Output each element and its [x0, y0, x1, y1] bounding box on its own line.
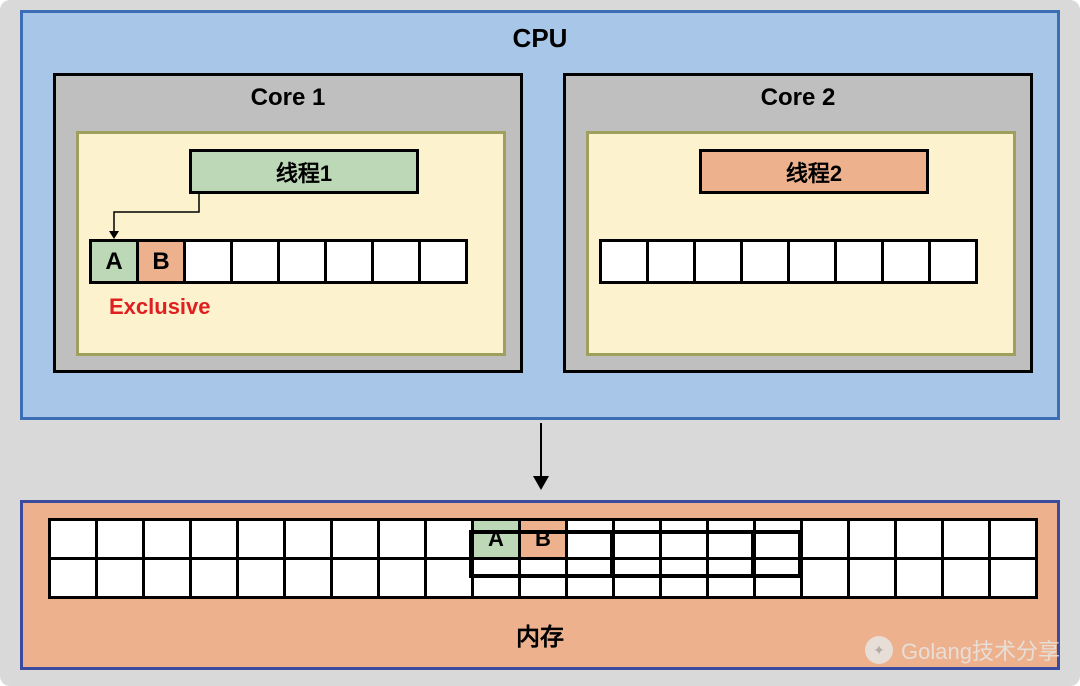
wechat-icon: ✦ [865, 636, 893, 664]
memory-cell [95, 518, 145, 560]
memory-cell [941, 518, 991, 560]
thread-2-box: 线程2 [699, 149, 929, 194]
core-1-status: Exclusive [109, 294, 211, 320]
memory-row-1 [48, 560, 1038, 599]
memory-cell [189, 557, 239, 599]
memory-row-0: AB [48, 518, 1038, 560]
memory-cell [142, 518, 192, 560]
memory-cell [847, 557, 897, 599]
memory-cell [236, 557, 286, 599]
core-1-cache: 线程1 A B Exclusive [76, 131, 506, 356]
core-1-cell [277, 239, 327, 284]
memory-cell: B [518, 518, 568, 560]
core-2-cacheline [599, 239, 978, 284]
arrow-cpu-to-memory [540, 423, 542, 488]
core-1: Core 1 线程1 A B [53, 73, 523, 373]
core-2-cell [693, 239, 743, 284]
memory-cell [189, 518, 239, 560]
cpu-title: CPU [23, 23, 1057, 54]
core-2-cell [834, 239, 884, 284]
core-1-cell [183, 239, 233, 284]
memory-cell [424, 518, 474, 560]
memory-cell [48, 557, 98, 599]
memory-cell [612, 518, 662, 560]
watermark: ✦ Golang技术分享 [865, 634, 1060, 666]
thread-1-arrow [89, 192, 209, 242]
memory-cell [706, 557, 756, 599]
memory-grid: AB [48, 518, 1038, 599]
core-1-cacheline: A B [89, 239, 468, 284]
thread-2-label: 线程2 [786, 156, 842, 188]
core-2-cell [599, 239, 649, 284]
memory-cell [142, 557, 192, 599]
memory-cell [330, 557, 380, 599]
core-2-cell [881, 239, 931, 284]
core-2-cell [646, 239, 696, 284]
memory-cell [706, 518, 756, 560]
thread-1-label: 线程1 [276, 156, 332, 188]
memory-cell [988, 557, 1038, 599]
memory-cell [565, 557, 615, 599]
core-1-cell [324, 239, 374, 284]
memory-cell [800, 557, 850, 599]
memory-cell [48, 518, 98, 560]
memory-cell [847, 518, 897, 560]
memory-cell [753, 518, 803, 560]
memory-cell [988, 518, 1038, 560]
memory-cell [377, 518, 427, 560]
core-1-cell-a: A [89, 239, 139, 284]
memory-cell [659, 518, 709, 560]
memory-cell [894, 557, 944, 599]
memory-cell [518, 557, 568, 599]
memory-cell [283, 518, 333, 560]
core-1-cell [371, 239, 421, 284]
memory-cell: A [471, 518, 521, 560]
memory-cell [471, 557, 521, 599]
core-1-cell [230, 239, 280, 284]
memory-cell [424, 557, 474, 599]
memory-cell [612, 557, 662, 599]
core-2-title: Core 2 [566, 84, 1030, 112]
memory-cell [659, 557, 709, 599]
memory-cell [95, 557, 145, 599]
core-1-cell-b: B [136, 239, 186, 284]
memory-cell [941, 557, 991, 599]
core-2-cell [740, 239, 790, 284]
core-2-cell [787, 239, 837, 284]
thread-1-box: 线程1 [189, 149, 419, 194]
memory-cell [894, 518, 944, 560]
core-2: Core 2 线程2 [563, 73, 1033, 373]
memory-cell [377, 557, 427, 599]
memory-cell [283, 557, 333, 599]
memory-cell [330, 518, 380, 560]
cpu-box: CPU Core 1 线程1 A B [20, 10, 1060, 420]
memory-cell [800, 518, 850, 560]
memory-cell [236, 518, 286, 560]
core-2-cache: 线程2 [586, 131, 1016, 356]
core-1-title: Core 1 [56, 84, 520, 112]
core-2-cell [928, 239, 978, 284]
watermark-text: Golang技术分享 [901, 634, 1060, 666]
core-1-cell [418, 239, 468, 284]
memory-cell [753, 557, 803, 599]
memory-cell [565, 518, 615, 560]
